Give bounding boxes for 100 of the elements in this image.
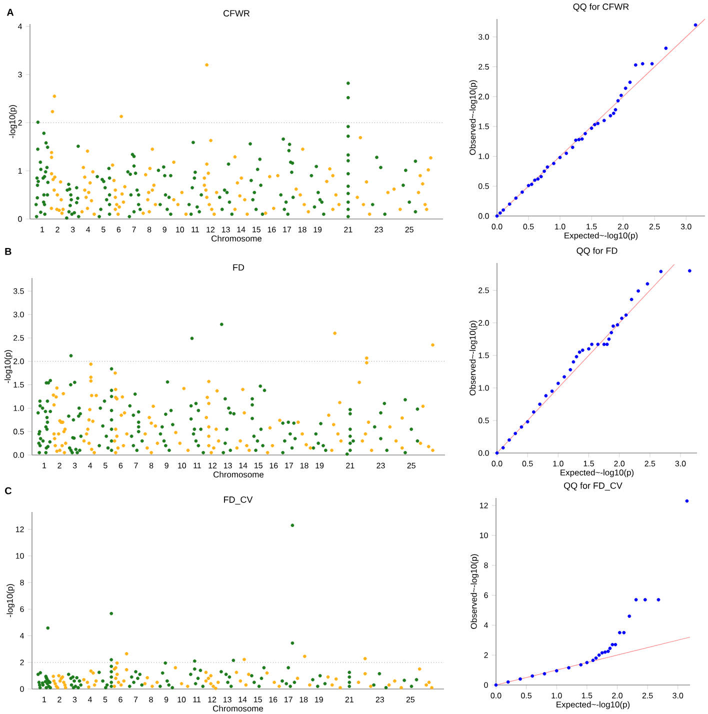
point bbox=[538, 402, 542, 406]
point bbox=[614, 642, 618, 646]
point bbox=[694, 23, 698, 27]
point bbox=[614, 108, 618, 112]
point bbox=[558, 156, 562, 160]
point bbox=[580, 348, 584, 352]
point bbox=[640, 62, 644, 66]
y-axis-title: Observed~-log10(p) bbox=[469, 320, 478, 396]
point bbox=[495, 451, 499, 455]
y-axis-title: Observed~-log10(p) bbox=[470, 554, 478, 629]
point bbox=[574, 355, 578, 358]
point bbox=[526, 184, 530, 188]
x-axis-title: Expected~-log10(p) bbox=[564, 232, 638, 240]
point bbox=[574, 138, 578, 142]
chart-title: CFWR bbox=[224, 10, 250, 16]
point bbox=[643, 598, 647, 602]
point bbox=[596, 122, 600, 126]
point bbox=[619, 94, 623, 98]
point bbox=[579, 663, 583, 667]
text: B bbox=[5, 248, 12, 255]
point bbox=[606, 650, 610, 654]
point bbox=[650, 62, 654, 66]
point bbox=[608, 646, 612, 650]
point bbox=[636, 289, 640, 293]
chart-title: FD bbox=[233, 264, 244, 270]
point bbox=[518, 677, 522, 681]
y-axis-title: -log10(p) bbox=[9, 105, 17, 138]
point bbox=[612, 112, 616, 116]
point bbox=[577, 138, 581, 142]
point bbox=[591, 658, 595, 662]
x-axis-title: Chromosome bbox=[212, 235, 262, 242]
point bbox=[526, 420, 530, 424]
point bbox=[685, 499, 689, 503]
point bbox=[664, 46, 668, 50]
chart-title: QQ for FD_CV bbox=[564, 482, 622, 490]
point bbox=[602, 118, 606, 122]
y-axis-title: -log10(p) bbox=[4, 350, 12, 384]
text: C bbox=[5, 487, 12, 494]
point bbox=[567, 666, 570, 670]
point bbox=[656, 598, 660, 602]
point bbox=[590, 126, 594, 130]
x-axis-title: Chromosome bbox=[214, 471, 264, 478]
point bbox=[552, 162, 556, 166]
point bbox=[536, 177, 540, 181]
point bbox=[585, 660, 589, 664]
point bbox=[600, 651, 604, 655]
point bbox=[596, 342, 600, 346]
point bbox=[628, 80, 632, 84]
point bbox=[530, 182, 534, 186]
point bbox=[610, 330, 614, 334]
point bbox=[556, 382, 560, 386]
point bbox=[587, 347, 590, 351]
chart-title: QQ for FD bbox=[576, 247, 618, 256]
point bbox=[550, 389, 554, 393]
point bbox=[610, 642, 614, 646]
point bbox=[605, 342, 609, 346]
point bbox=[628, 614, 632, 618]
point bbox=[564, 152, 568, 156]
point bbox=[546, 165, 550, 169]
point bbox=[602, 342, 606, 346]
point bbox=[630, 298, 634, 302]
y-axis-title: -log10(p) bbox=[6, 584, 14, 618]
point bbox=[688, 269, 692, 273]
point bbox=[562, 375, 566, 379]
point bbox=[584, 132, 587, 136]
point bbox=[618, 630, 622, 634]
point bbox=[498, 211, 502, 215]
point bbox=[603, 650, 607, 654]
point bbox=[593, 122, 596, 126]
chart-title: FD_CV bbox=[224, 496, 253, 504]
x-axis-title: Expected~-log10(p) bbox=[556, 701, 630, 710]
point bbox=[514, 432, 518, 436]
point bbox=[594, 656, 598, 660]
point bbox=[495, 214, 499, 218]
point bbox=[578, 350, 582, 354]
point bbox=[624, 86, 628, 90]
point bbox=[533, 178, 537, 182]
point bbox=[554, 669, 558, 672]
point bbox=[570, 146, 574, 150]
point bbox=[502, 208, 506, 212]
point bbox=[608, 114, 612, 118]
point bbox=[494, 683, 498, 687]
point bbox=[612, 324, 615, 328]
point bbox=[590, 342, 594, 346]
point bbox=[659, 270, 663, 274]
point bbox=[508, 438, 511, 442]
point bbox=[597, 653, 601, 657]
text: A bbox=[6, 8, 14, 16]
point bbox=[624, 313, 628, 317]
point bbox=[620, 316, 624, 320]
point bbox=[616, 323, 620, 327]
point bbox=[508, 202, 512, 206]
point bbox=[520, 425, 524, 429]
point bbox=[622, 630, 626, 634]
point bbox=[634, 598, 638, 602]
point bbox=[634, 63, 638, 67]
chart-title: QQ for CFWR bbox=[573, 3, 629, 12]
point bbox=[542, 672, 546, 676]
point bbox=[568, 368, 572, 372]
x-axis-title: Expected~-log10(p) bbox=[560, 469, 634, 478]
